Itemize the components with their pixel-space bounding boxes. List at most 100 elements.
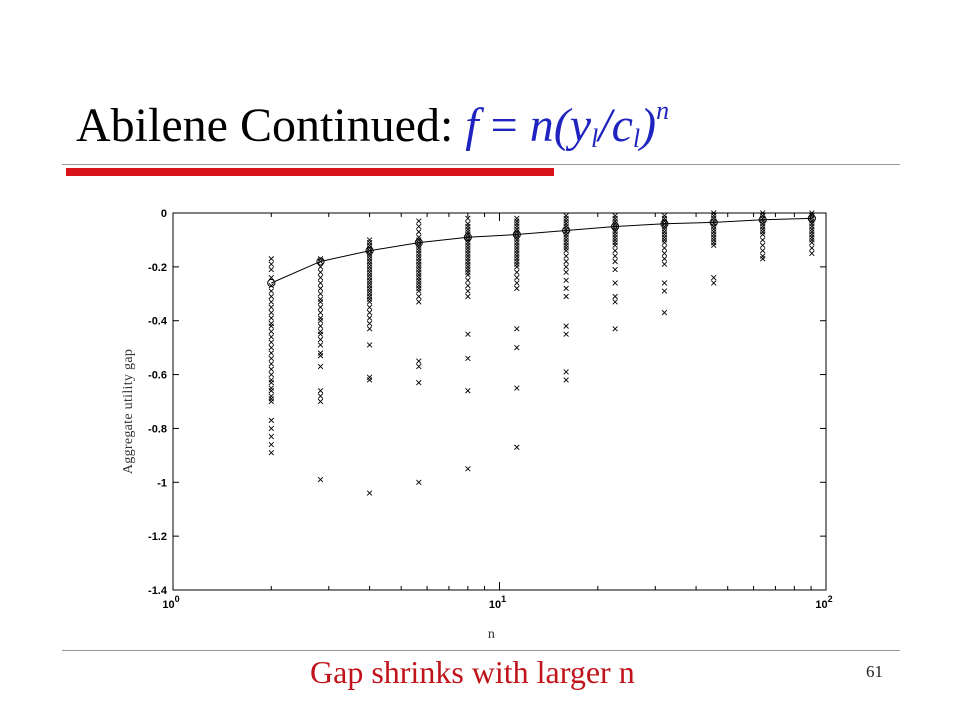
scatter-point (317, 315, 324, 321)
mean-point (512, 230, 521, 239)
scatter-point (465, 388, 471, 394)
scatter-point (465, 245, 471, 251)
y-tick-label: 0 (161, 208, 167, 220)
scatter-point (366, 326, 373, 332)
scatter-point (514, 285, 520, 292)
scatter-point (416, 269, 422, 275)
scatter-point (416, 223, 422, 230)
scatter-point (661, 309, 668, 316)
scatter-point (268, 393, 275, 399)
scatter-point (268, 334, 275, 340)
scatter-point (661, 261, 668, 267)
scatter-point (268, 385, 275, 391)
scatter-point (563, 247, 569, 254)
scatter-point (366, 285, 373, 292)
scatter-point (366, 237, 373, 243)
scatter-point (612, 258, 618, 265)
scatter-point (465, 355, 471, 362)
scatter-point (514, 256, 520, 262)
scatter-point (366, 291, 373, 297)
scatter-point (514, 215, 520, 222)
scatter-point (465, 264, 471, 270)
scatter-point (612, 231, 618, 238)
scatter-point (759, 253, 766, 259)
scatter-point (563, 331, 569, 337)
scatter-point (809, 229, 815, 235)
scatter-point (366, 266, 373, 273)
scatter-point (514, 239, 520, 246)
scatter-point (514, 385, 520, 391)
scatter-point (612, 299, 618, 305)
scatter-point (514, 250, 520, 257)
scatter-point (710, 231, 717, 238)
scatter-point (661, 280, 668, 286)
scatter-point (465, 258, 471, 265)
scatter-point (268, 425, 275, 432)
title-formula: f = n(yl/cl)n (465, 96, 669, 153)
scatter-point (416, 363, 422, 370)
scatter-point (759, 256, 766, 262)
scatter-point (366, 239, 373, 246)
x-tick-label: 102 (815, 594, 832, 611)
scatter-point (710, 242, 717, 249)
scatter-point (809, 237, 815, 243)
scatter-point (465, 250, 471, 257)
marks-layer (267, 210, 816, 496)
scatter-point (710, 234, 717, 240)
page-number: 61 (866, 662, 883, 681)
scatter-point (514, 223, 520, 230)
scatter-point (317, 342, 324, 348)
scatter-point (268, 315, 275, 321)
scatter-point (612, 280, 618, 286)
scatter-point (268, 304, 275, 310)
scatter-point (268, 309, 275, 316)
scatter-point (268, 323, 275, 329)
scatter-point (563, 293, 569, 300)
scatter-point (416, 479, 422, 486)
scatter-point (809, 239, 815, 246)
scatter-point (661, 250, 668, 257)
scatter-point (366, 277, 373, 284)
scatter-point (416, 218, 422, 224)
scatter-point (268, 379, 275, 386)
scatter-point (612, 253, 618, 259)
mean-point (807, 214, 816, 223)
scatter-point (268, 274, 275, 281)
scatter-point (268, 361, 275, 367)
scatter-point (268, 388, 275, 394)
scatter-point (563, 218, 569, 224)
scatter-point (465, 293, 471, 300)
scatter-point (416, 358, 422, 364)
mean-point (414, 238, 423, 247)
scatter-point (317, 304, 324, 310)
scatter-point (612, 293, 618, 300)
scatter-point (268, 350, 275, 356)
scatter-point (465, 272, 471, 278)
formula-close: ) (640, 99, 657, 152)
scatter-point (366, 320, 373, 327)
scatter-point (268, 328, 275, 335)
scatter-point (465, 277, 471, 284)
mean-point (267, 278, 276, 288)
scatter-point (366, 269, 373, 275)
footer-caption: Gap shrinks with larger n (310, 654, 635, 690)
scatter-point (317, 280, 324, 286)
scatter-point (317, 336, 324, 343)
x-axis-label: n (488, 627, 495, 642)
scatter-point (759, 229, 766, 235)
scatter-point (268, 320, 275, 327)
y-tick-label: -0.8 (148, 423, 167, 435)
formula-c: c (611, 99, 633, 152)
scatter-point (710, 229, 717, 235)
scatter-point (366, 374, 373, 380)
y-tick-label: -1.4 (148, 585, 168, 597)
scatter-point (268, 256, 275, 262)
scatter-point (268, 441, 275, 448)
scatter-point (465, 282, 471, 289)
formula-sub-y: l (591, 124, 599, 153)
scatter-point (317, 476, 324, 483)
scatter-point (710, 239, 717, 246)
scatter-point (710, 212, 717, 219)
scatter-point (514, 274, 520, 281)
